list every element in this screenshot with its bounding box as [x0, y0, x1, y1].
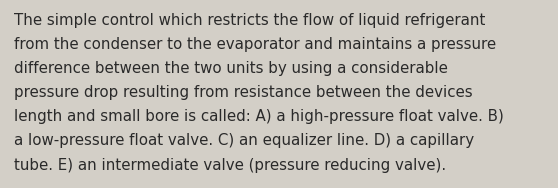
Text: tube. E) an intermediate valve (pressure reducing valve).: tube. E) an intermediate valve (pressure…: [14, 158, 446, 173]
Text: difference between the two units by using a considerable: difference between the two units by usin…: [14, 61, 448, 76]
Text: The simple control which restricts the flow of liquid refrigerant: The simple control which restricts the f…: [14, 13, 485, 28]
Text: length and small bore is called: A) a high-pressure float valve. B): length and small bore is called: A) a hi…: [14, 109, 504, 124]
Text: pressure drop resulting from resistance between the devices: pressure drop resulting from resistance …: [14, 85, 473, 100]
Text: a low-pressure float valve. C) an equalizer line. D) a capillary: a low-pressure float valve. C) an equali…: [14, 133, 474, 149]
Text: from the condenser to the evaporator and maintains a pressure: from the condenser to the evaporator and…: [14, 37, 496, 52]
